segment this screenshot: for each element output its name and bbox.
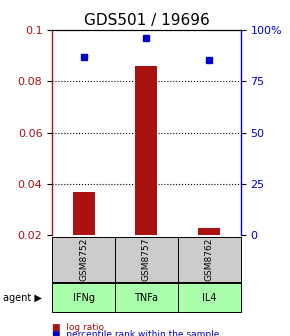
Text: TNFa: TNFa xyxy=(135,293,158,303)
Text: ■  log ratio: ■ log ratio xyxy=(52,323,104,332)
Text: GSM8762: GSM8762 xyxy=(205,238,214,281)
Bar xyxy=(72,192,95,235)
Bar xyxy=(198,227,220,235)
Text: IFNg: IFNg xyxy=(72,293,95,303)
Text: GSM8752: GSM8752 xyxy=(79,238,88,281)
Title: GDS501 / 19696: GDS501 / 19696 xyxy=(84,13,209,28)
Text: ■  percentile rank within the sample: ■ percentile rank within the sample xyxy=(52,330,220,336)
Text: GSM8757: GSM8757 xyxy=(142,238,151,281)
Text: IL4: IL4 xyxy=(202,293,217,303)
Bar xyxy=(135,66,157,235)
Text: agent ▶: agent ▶ xyxy=(3,293,42,303)
